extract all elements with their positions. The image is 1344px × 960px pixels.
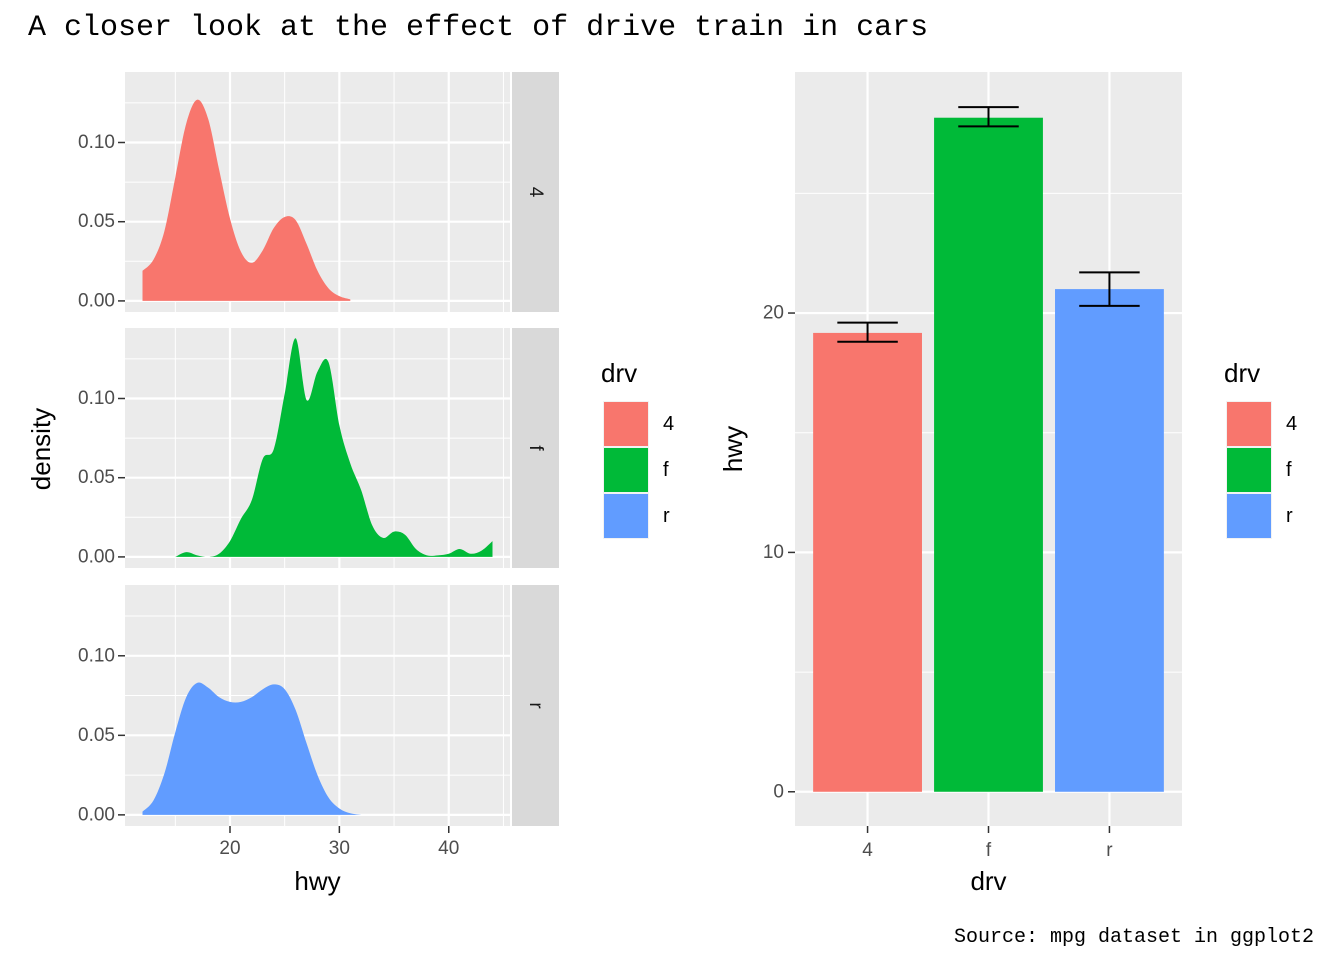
legend-title: drv xyxy=(601,358,637,388)
x-axis-title: drv xyxy=(970,866,1006,896)
x-tick-label: 40 xyxy=(438,838,459,859)
facet-strip xyxy=(512,72,559,312)
y-tick-label: 10 xyxy=(763,542,784,563)
x-axis-title: hwy xyxy=(294,866,340,896)
legend-label: 4 xyxy=(663,413,674,435)
bar-r xyxy=(1055,289,1164,792)
y-axis-title: hwy xyxy=(718,426,748,472)
legend-key-r xyxy=(604,494,648,538)
bar-4 xyxy=(813,332,922,792)
left-legend: drv 4 f r xyxy=(601,358,674,539)
y-axis-title: density xyxy=(26,408,56,490)
density-area-r xyxy=(142,682,362,815)
y-tick-label: 0.00 xyxy=(78,804,115,825)
figure-title: A closer look at the effect of drive tra… xyxy=(28,11,928,45)
legend-key-f xyxy=(1227,448,1271,492)
facet-strip-label: 4 xyxy=(525,187,546,198)
y-tick-label: 0.00 xyxy=(78,290,115,311)
y-tick-label: 0.00 xyxy=(78,546,115,567)
legend-label: r xyxy=(663,505,670,527)
y-tick-label: 0.10 xyxy=(78,645,115,666)
facet-strip xyxy=(512,328,559,568)
density-area-f xyxy=(175,338,493,557)
legend-label: 4 xyxy=(1286,413,1297,435)
y-tick-label: 0 xyxy=(773,781,784,802)
legend-key-4 xyxy=(1227,402,1271,446)
facet-strip-label: f xyxy=(525,445,546,451)
y-tick-label: 20 xyxy=(763,303,784,324)
x-tick-label: 30 xyxy=(329,838,350,859)
density-facet-plot: 4 0.00 0.05 0.10 f 0.00 0.05 0.10 r 0.00 0.05 0.10 2… xyxy=(26,72,559,896)
x-tick-label: f xyxy=(986,840,992,861)
legend-key-4 xyxy=(604,402,648,446)
x-tick-label: 20 xyxy=(219,838,240,859)
y-tick-label: 0.05 xyxy=(78,211,115,232)
density-area-4 xyxy=(142,99,351,301)
legend-title: drv xyxy=(1224,358,1260,388)
y-tick-label: 0.05 xyxy=(78,725,115,746)
x-tick-label: r xyxy=(1106,840,1113,861)
legend-key-r xyxy=(1227,494,1271,538)
legend-label: r xyxy=(1286,505,1293,527)
facet-strip xyxy=(512,585,559,826)
facet-strip-label: r xyxy=(525,702,546,709)
legend-key-f xyxy=(604,448,648,492)
hwy-bar-plot: 4 f r 0 10 20 drv hwy xyxy=(718,72,1182,896)
y-tick-label: 0.05 xyxy=(78,467,115,488)
x-tick-label: 4 xyxy=(862,840,873,861)
legend-label: f xyxy=(663,459,669,481)
bar-f xyxy=(934,117,1043,792)
figure-caption: Source: mpg dataset in ggplot2 xyxy=(954,926,1314,949)
legend-label: f xyxy=(1286,459,1292,481)
y-tick-label: 0.10 xyxy=(78,132,115,153)
right-legend: drv 4 f r xyxy=(1224,358,1297,539)
y-tick-label: 0.10 xyxy=(78,388,115,409)
